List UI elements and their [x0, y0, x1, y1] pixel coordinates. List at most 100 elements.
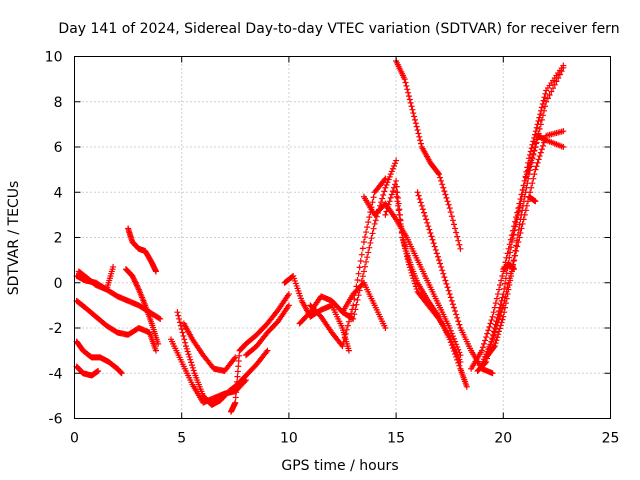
- data-point: [498, 319, 505, 326]
- data-point: [184, 348, 191, 355]
- y-tick-label: 10: [45, 50, 63, 66]
- data-point: [519, 207, 526, 214]
- data-point: [133, 282, 140, 289]
- data-point: [532, 144, 539, 151]
- data-point: [399, 234, 406, 241]
- data-point: [515, 226, 522, 233]
- data-point: [372, 217, 379, 224]
- x-axis-label: GPS time / hours: [281, 458, 398, 474]
- data-point: [496, 286, 503, 293]
- data-point: [394, 198, 401, 205]
- data-point: [489, 370, 496, 377]
- data-point: [403, 82, 410, 89]
- data-point: [408, 269, 415, 276]
- data-point: [414, 189, 421, 196]
- data-point: [395, 202, 402, 209]
- data-point: [232, 394, 239, 401]
- data-point: [180, 332, 187, 339]
- data-point: [95, 367, 102, 374]
- data-point: [403, 250, 410, 257]
- data-point: [560, 128, 567, 135]
- data-point: [532, 140, 539, 147]
- data-point: [393, 189, 400, 196]
- data-point: [435, 171, 442, 178]
- series-18: [382, 177, 470, 390]
- y-axis-label: SDTVAR / TECUs: [6, 181, 22, 296]
- data-point: [397, 220, 404, 227]
- data-point: [514, 232, 521, 239]
- data-point: [233, 384, 240, 391]
- data-point: [362, 234, 369, 241]
- data-point: [507, 249, 514, 256]
- data-point: [538, 104, 545, 111]
- data-point: [350, 315, 357, 322]
- x-tick-label: 15: [387, 431, 405, 447]
- data-point: [348, 310, 355, 317]
- series-9: [174, 309, 271, 408]
- data-point: [487, 320, 494, 327]
- data-point: [390, 184, 397, 191]
- data-point: [507, 277, 514, 284]
- data-point: [190, 367, 197, 374]
- data-point: [442, 191, 449, 198]
- data-point: [535, 156, 542, 163]
- data-point: [463, 383, 470, 390]
- data-point: [428, 233, 435, 240]
- data-point: [131, 277, 138, 284]
- data-point: [186, 353, 193, 360]
- data-point: [177, 322, 184, 329]
- tick-labels: 0 5 10 15 20 25 -6 -4 -2 0 2 4 6 8 10: [45, 50, 620, 447]
- y-tick-label: -2: [49, 321, 63, 337]
- data-point: [492, 300, 499, 307]
- data-point: [532, 198, 539, 205]
- data-point: [135, 285, 142, 292]
- data-point: [371, 220, 378, 227]
- data-point: [404, 86, 411, 93]
- data-point: [344, 322, 351, 329]
- series-25: [483, 132, 567, 361]
- data-point: [393, 177, 400, 184]
- data-point: [513, 242, 520, 249]
- data-point: [364, 224, 371, 231]
- data-point: [456, 362, 463, 369]
- series-26: [500, 261, 518, 273]
- data-point: [504, 291, 511, 298]
- data-point: [182, 339, 189, 346]
- data-point: [531, 148, 538, 155]
- data-point: [410, 275, 417, 282]
- data-point: [388, 191, 395, 198]
- data-point: [369, 230, 376, 237]
- data-point: [350, 302, 357, 309]
- data-point: [384, 205, 391, 212]
- data-point: [519, 220, 526, 227]
- data-point: [362, 263, 369, 270]
- data-point: [353, 301, 360, 308]
- data-point: [417, 199, 424, 206]
- data-point: [422, 213, 429, 220]
- data-point: [347, 314, 354, 321]
- x-tick-label: 5: [177, 431, 186, 447]
- data-point: [551, 81, 558, 88]
- data-point: [529, 155, 536, 162]
- data-point: [491, 329, 498, 336]
- data-point: [533, 163, 540, 170]
- data-point: [490, 309, 497, 316]
- data-point: [233, 389, 240, 396]
- data-point: [524, 180, 531, 187]
- data-point: [398, 229, 405, 236]
- data-point: [345, 347, 352, 354]
- data-point: [497, 322, 504, 329]
- data-point: [491, 304, 498, 311]
- data-point: [414, 127, 421, 134]
- data-point: [445, 287, 452, 294]
- data-point: [188, 362, 195, 369]
- data-point: [382, 211, 389, 218]
- data-point: [447, 209, 454, 216]
- data-point: [405, 89, 412, 96]
- data-point: [176, 315, 183, 322]
- data-point: [417, 140, 424, 147]
- data-point: [424, 219, 431, 226]
- data-point: [360, 268, 367, 275]
- data-point: [174, 309, 181, 316]
- data-point: [539, 142, 546, 149]
